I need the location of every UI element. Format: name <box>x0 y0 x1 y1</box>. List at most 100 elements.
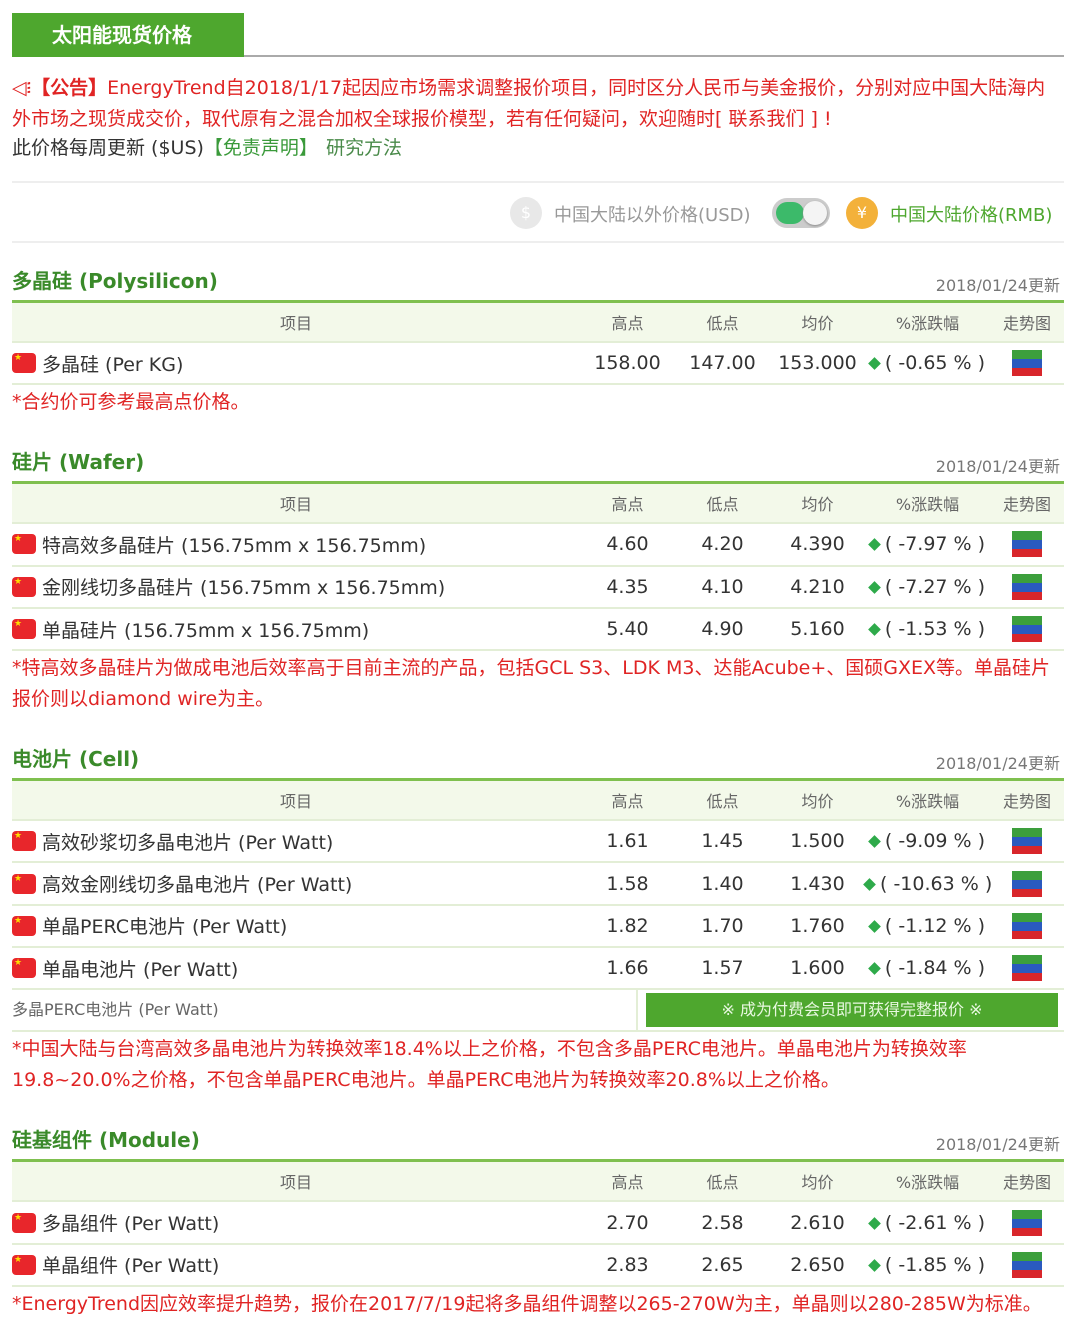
china-flag-icon: ★ <box>12 353 36 374</box>
trend-cell <box>990 1209 1064 1236</box>
china-flag-icon: ★ <box>12 958 36 979</box>
high-price: 158.00 <box>594 352 661 375</box>
table-row: ★ 单晶硅片 (156.75mm x 156.75mm) 5.40 4.90 5.160… <box>12 609 1064 652</box>
item-name: 金刚线切多晶硅片 (156.75mm x 156.75mm) <box>42 577 446 600</box>
section-1: 硅片 (Wafer) 2018/01/24更新 项目 高点 低点 均价 %涨跌幅 走势图 ★ 特高… <box>12 424 1064 721</box>
change-value: ( -2.61 % ) <box>884 1211 986 1234</box>
china-flag-icon: ★ <box>12 831 36 852</box>
trend-chart-icon[interactable] <box>1012 912 1042 939</box>
column-header: 走势图 <box>1002 314 1051 333</box>
trend-cell <box>990 912 1064 939</box>
high-price: 1.82 <box>606 914 649 937</box>
low-price: 1.57 <box>701 957 744 980</box>
trend-cell <box>990 1251 1064 1278</box>
member-item-name: 多晶PERC电池片 (Per Watt) <box>12 990 638 1031</box>
trend-chart-icon[interactable] <box>1012 1251 1042 1278</box>
china-flag-icon: ★ <box>12 576 36 597</box>
section-0: 多晶硅 (Polysilicon) 2018/01/24更新 项目 高点 低点 均价 %涨跌… <box>12 243 1064 424</box>
notice: ◁፧【公告】EnergyTrend自2018/1/17起因应市场需求调整报价项目… <box>12 73 1064 135</box>
item-name: 多晶硅 (Per KG) <box>42 353 184 376</box>
china-flag-icon: ★ <box>12 534 36 555</box>
column-header: %涨跌幅 <box>895 495 960 515</box>
item-cell: ★ 单晶组件 (Per Watt) <box>12 1251 580 1278</box>
change-cell: ( -7.97 % ) <box>865 533 990 555</box>
update-date: 2018/01/24更新 <box>935 1135 1060 1155</box>
trend-chart-icon[interactable] <box>1012 350 1042 377</box>
avg-price: 4.210 <box>790 575 845 598</box>
trend-chart-icon[interactable] <box>1012 531 1042 558</box>
low-price: 2.58 <box>701 1211 744 1234</box>
high-price: 2.83 <box>606 1253 649 1276</box>
item-cell: ★ 多晶组件 (Per Watt) <box>12 1209 580 1236</box>
change-value: ( -1.12 % ) <box>884 914 986 937</box>
table-row: ★ 多晶硅 (Per KG) 158.00 147.00 153.000 ( -0.65 … <box>12 343 1064 386</box>
low-price: 1.40 <box>701 872 744 895</box>
item-name: 单晶电池片 (Per Watt) <box>42 958 239 981</box>
tab-solar-spot-price[interactable]: 太阳能现货价格 <box>12 13 244 57</box>
become-member-button[interactable]: ※ 成为付费会员即可获得完整报价 ※ <box>646 993 1058 1028</box>
column-header: 走势图 <box>1002 495 1051 515</box>
trend-chart-icon[interactable] <box>1012 1209 1042 1236</box>
column-header: 低点 <box>706 792 739 812</box>
table-header-row: 项目 高点 低点 均价 %涨跌幅 走势图 <box>12 484 1064 525</box>
trend-cell <box>990 828 1064 855</box>
rmb-label[interactable]: 中国大陆价格(RMB) <box>890 205 1053 226</box>
column-header: %涨跌幅 <box>895 792 960 812</box>
china-flag-icon: ★ <box>12 873 36 894</box>
change-value: ( -7.27 % ) <box>884 575 986 598</box>
trend-chart-icon[interactable] <box>1012 573 1042 600</box>
usd-label[interactable]: 中国大陆以外价格(USD) <box>554 205 751 226</box>
section-note: *合约价可参考最高点价格。 <box>12 391 250 414</box>
item-cell: ★ 高效金刚线切多晶电池片 (Per Watt) <box>12 870 580 897</box>
trend-cell <box>990 573 1064 600</box>
down-arrow-icon <box>868 920 881 933</box>
down-arrow-icon <box>863 877 876 891</box>
avg-price: 4.390 <box>790 533 845 556</box>
table-row: ★ 单晶组件 (Per Watt) 2.83 2.65 2.650 ( -1.85 % ) <box>12 1245 1064 1287</box>
table-row: ★ 金刚线切多晶硅片 (156.75mm x 156.75mm) 4.35 4.10 4… <box>12 567 1064 609</box>
trend-chart-icon[interactable] <box>1012 870 1042 897</box>
update-info: 此价格每周更新 ($US)【免责声明】 研究方法 <box>12 135 1064 161</box>
trend-cell <box>990 531 1064 558</box>
table-header-row: 项目 高点 低点 均价 %涨跌幅 走势图 <box>12 303 1064 343</box>
table-row: ★ 多晶组件 (Per Watt) 2.70 2.58 2.610 ( -2.61 % ) <box>12 1202 1064 1245</box>
disclaimer-link[interactable]: 【免责声明】 <box>203 137 318 159</box>
tab-bar: 太阳能现货价格 <box>12 0 1064 57</box>
avg-price: 1.760 <box>790 914 845 937</box>
down-arrow-icon <box>868 962 881 976</box>
change-value: ( -7.97 % ) <box>884 533 986 556</box>
currency-toggle[interactable] <box>772 198 830 228</box>
column-header: 均价 <box>801 792 834 812</box>
high-price: 1.66 <box>606 957 649 980</box>
trend-cell <box>990 350 1064 377</box>
column-header: 项目 <box>279 314 312 333</box>
trend-chart-icon[interactable] <box>1012 828 1042 855</box>
method-link[interactable]: 研究方法 <box>325 137 402 159</box>
section-3: 硅基组件 (Module) 2018/01/24更新 项目 高点 低点 均价 %涨跌幅 走势图… <box>12 1102 1064 1326</box>
section-title: 多晶硅 (Polysilicon) <box>12 269 218 293</box>
trend-chart-icon[interactable] <box>1012 616 1042 643</box>
low-price: 1.70 <box>701 914 744 937</box>
high-price: 5.40 <box>606 618 649 641</box>
column-header: 高点 <box>611 314 644 333</box>
usd-coin-icon: $ <box>510 197 542 229</box>
avg-price: 1.430 <box>790 872 845 895</box>
change-cell: ( -2.61 % ) <box>865 1212 990 1234</box>
item-cell: ★ 多晶硅 (Per KG) <box>12 350 580 377</box>
section-note: *EnergyTrend因应效率提升趋势，报价在2017/7/19起将多晶组件调… <box>12 1292 1042 1315</box>
table-row: ★ 单晶PERC电池片 (Per Watt) 1.82 1.70 1.760 ( -1.1… <box>12 906 1064 949</box>
table-row: ★ 单晶电池片 (Per Watt) 1.66 1.57 1.600 ( -1.84 % … <box>12 948 1064 991</box>
change-value: ( -9.09 % ) <box>884 830 986 853</box>
member-row: 多晶PERC电池片 (Per Watt) ※ 成为付费会员即可获得完整报价 ※ <box>12 990 1064 1033</box>
down-arrow-icon <box>868 835 881 849</box>
change-cell: ( -1.53 % ) <box>865 618 990 640</box>
trend-chart-icon[interactable] <box>1012 955 1042 982</box>
column-header: %涨跌幅 <box>895 314 960 333</box>
item-name: 单晶组件 (Per Watt) <box>42 1255 220 1278</box>
column-header: 低点 <box>706 1173 739 1193</box>
high-price: 2.70 <box>606 1211 649 1234</box>
change-cell: ( -1.85 % ) <box>865 1254 990 1276</box>
item-cell: ★ 单晶硅片 (156.75mm x 156.75mm) <box>12 616 580 643</box>
item-name: 特高效多晶硅片 (156.75mm x 156.75mm) <box>42 534 427 557</box>
item-cell: ★ 单晶电池片 (Per Watt) <box>12 955 580 982</box>
